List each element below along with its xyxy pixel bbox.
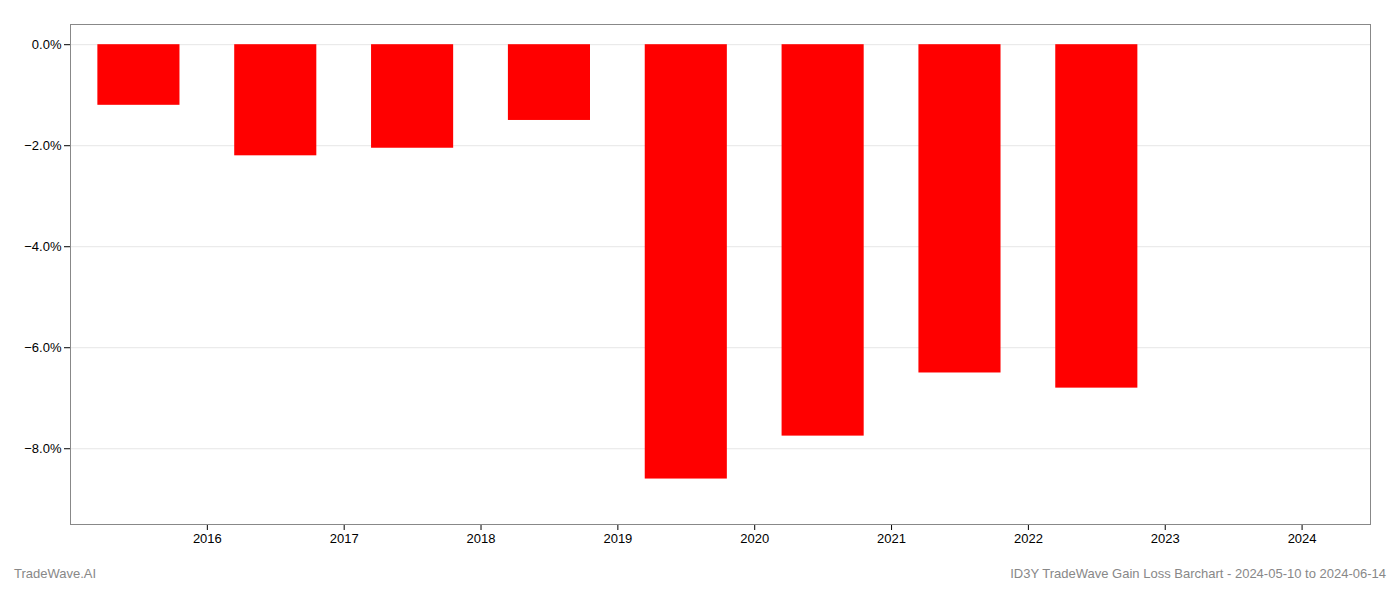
svg-text:2020: 2020 [740,531,769,546]
svg-text:2022: 2022 [1014,531,1043,546]
svg-text:2018: 2018 [467,531,496,546]
svg-text:0.0%: 0.0% [32,37,62,52]
svg-text:−4.0%: −4.0% [24,239,62,254]
svg-text:2024: 2024 [1288,531,1317,546]
svg-text:−2.0%: −2.0% [24,138,62,153]
svg-text:2016: 2016 [193,531,222,546]
svg-text:2021: 2021 [877,531,906,546]
svg-text:−6.0%: −6.0% [24,340,62,355]
svg-text:2019: 2019 [603,531,632,546]
svg-text:2023: 2023 [1151,531,1180,546]
svg-text:2017: 2017 [330,531,359,546]
html-text:ID3Y TradeWave Gain Loss Barch: ID3Y TradeWave Gain Loss Barchart - 2024… [1010,566,1386,581]
html-text:TradeWave.AI: TradeWave.AI [14,566,97,581]
svg-text:−8.0%: −8.0% [24,441,62,456]
